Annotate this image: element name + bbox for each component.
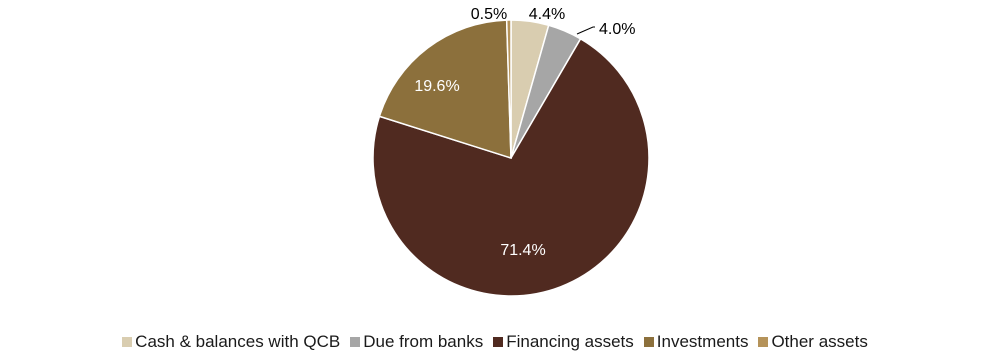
legend-label-investments: Investments — [656, 332, 749, 351]
legend-item-due-from-banks: Due from banks — [350, 332, 483, 352]
legend-label-other-assets: Other assets — [771, 332, 868, 351]
legend-swatch-cash-balances-with-qcb — [122, 337, 133, 347]
pie-slice-financing-assets — [372, 37, 650, 297]
legend-swatch-financing-assets — [493, 337, 504, 347]
data-label-financing-assets: 71.4% — [500, 242, 545, 259]
pie-slice-investments — [378, 19, 512, 160]
pie-slice-other-assets — [505, 19, 512, 159]
chart-legend: Cash & balances with QCB Due from banks Fi… — [0, 330, 990, 354]
legend-item-other-assets: Other assets — [758, 332, 868, 352]
leader-lines — [576, 26, 595, 35]
legend-swatch-due-from-banks — [350, 337, 361, 347]
data-label-investments: 19.6% — [414, 78, 459, 95]
pie-slices — [372, 19, 650, 297]
data-label-due-from-banks: 4.0% — [599, 21, 635, 38]
leader-line-due-from-banks — [576, 26, 595, 35]
data-label-other-assets: 0.5% — [471, 6, 507, 23]
legend-label-cash-balances-with-qcb: Cash & balances with QCB — [135, 332, 341, 351]
legend-label-due-from-banks: Due from banks — [363, 332, 484, 351]
legend-swatch-other-assets — [758, 337, 769, 347]
legend-item-investments: Investments — [643, 332, 749, 352]
legend-swatch-investments — [643, 337, 654, 347]
legend-item-cash-balances-with-qcb: Cash & balances with QCB — [122, 332, 340, 352]
data-label-cash-balances-with-qcb: 4.4% — [529, 6, 565, 23]
legend-item-financing-assets: Financing assets — [493, 332, 634, 352]
data-labels: 4.4% 4.0% 71.4% 19.6% 0.5% — [414, 6, 635, 259]
legend-label-financing-assets: Financing assets — [506, 332, 634, 351]
